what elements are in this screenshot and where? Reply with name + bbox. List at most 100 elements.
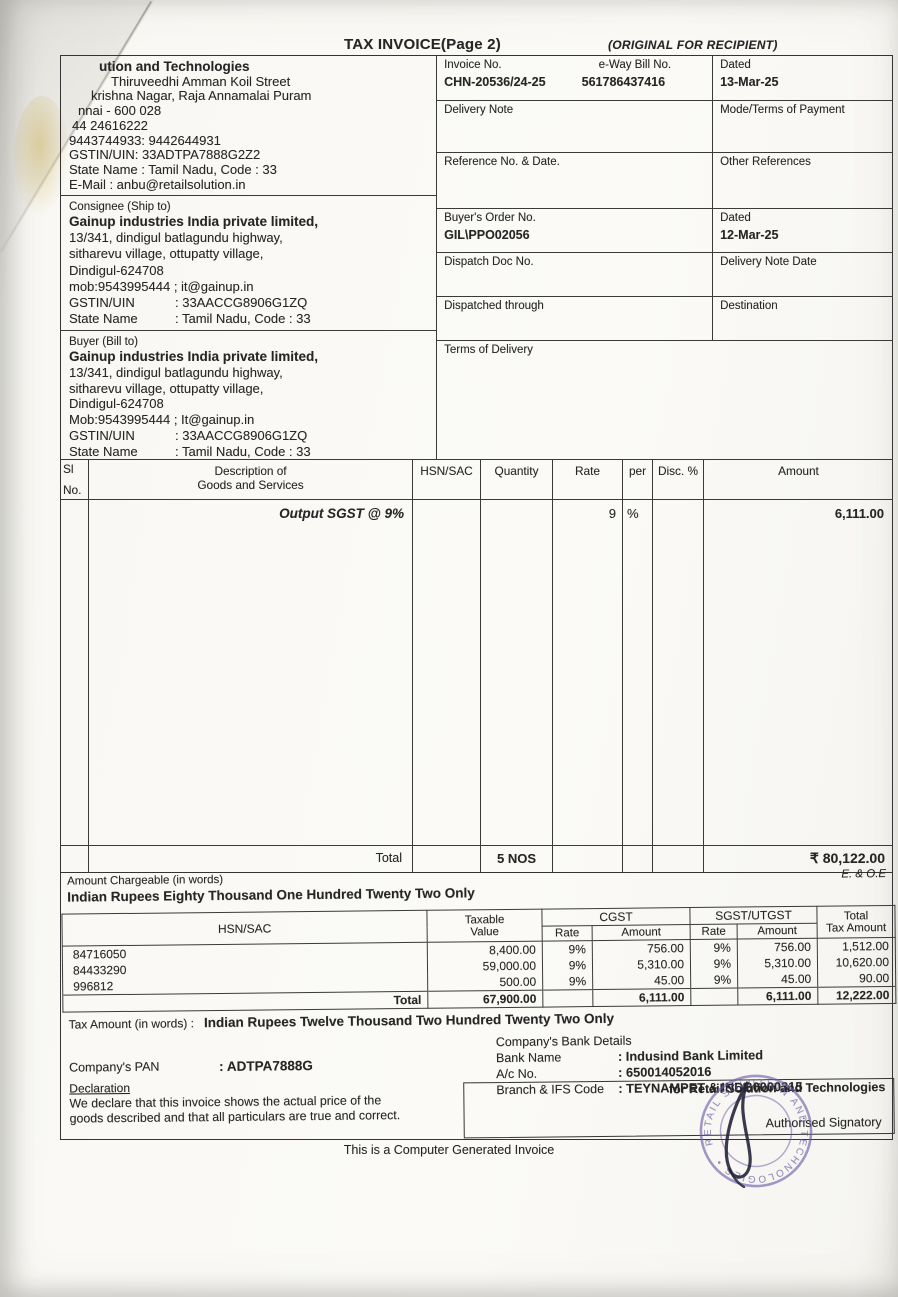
eway-bill-label: e-Way Bill No.: [598, 59, 672, 71]
consignee-contact: mob:9543995444 ; it@gainup.in: [69, 278, 254, 294]
item-description: Output SGST @ 9%: [89, 500, 413, 534]
company-pan-label: Company's PAN: [68, 1059, 160, 1075]
seller-address-line: krishna Nagar, Raja Annamalai Puram: [91, 88, 312, 104]
consignee-gstin-label: GSTIN/UIN: [69, 295, 135, 311]
buyer-name: Gainup industries India private limited,: [69, 349, 319, 364]
tax-col-hsn: HSN/SAC: [61, 910, 428, 947]
tax-col-total: Total: [843, 909, 869, 922]
sgst-amount-header: Amount: [737, 923, 818, 940]
bank-name-label: Bank Name: [495, 1050, 562, 1066]
account-no-label: A/c No.: [496, 1066, 538, 1082]
col-no: No.: [63, 483, 82, 497]
buyers-order-label: Buyer's Order No.: [444, 212, 536, 224]
tax-summary-table: HSN/SAC Taxable Value CGST SGST/UTGST Tot…: [61, 905, 896, 1013]
company-round-stamp-icon: RETAIL SOLUTION AND TECHNOLOGIES •: [682, 1057, 831, 1206]
seller-email: E-Mail : anbu@retailsolution.in: [69, 176, 246, 192]
other-references-label: Other References: [720, 156, 811, 168]
buyer-address-line: 13/341, dindigul batlagundu highway,: [69, 364, 283, 380]
company-pan-value: : ADTPA7888G: [218, 1058, 313, 1074]
top-section: ution and Technologies Thiruveedhi Amman…: [61, 56, 892, 459]
dated-value: 13-Mar-25: [720, 75, 779, 89]
col-disc: Disc. %: [653, 460, 704, 500]
buyer-address-line: Dindigul-624708: [69, 396, 164, 412]
items-total-quantity: 5 NOS: [481, 845, 553, 872]
terms-of-delivery-label: Terms of Delivery: [444, 344, 533, 356]
dated-label: Dated: [720, 59, 751, 71]
reference-label: Reference No. & Date.: [444, 156, 560, 168]
cgst-rate-header: Rate: [542, 925, 593, 942]
tax-words-value: Indian Rupees Twelve Thousand Two Hundre…: [203, 1010, 615, 1031]
col-rate: Rate: [553, 460, 623, 500]
dispatched-through-label: Dispatched through: [444, 300, 544, 312]
cgst-amount-header: Amount: [592, 924, 691, 941]
signature-mark-icon: [714, 1078, 772, 1189]
consignee-state: : Tamil Nadu, Code : 33: [175, 311, 311, 327]
tax-col-taxable: Taxable: [464, 913, 505, 926]
col-sl: Sl: [63, 462, 74, 476]
order-dated-value: 12-Mar-25: [720, 228, 779, 242]
tax-col-sgst: SGST/UTGST: [689, 906, 818, 925]
consignee-gstin: : 33AACCG8906G1ZQ: [175, 295, 308, 311]
consignee-address-line: sitharevu village, ottupatty village,: [69, 246, 264, 262]
col-hsn: HSN/SAC: [413, 460, 481, 500]
buyer-gstin: : 33AACCG8906G1ZQ: [175, 427, 308, 443]
declaration-text: We declare that this invoice shows the a…: [69, 1093, 401, 1126]
destination-label: Destination: [720, 300, 778, 312]
delivery-note-label: Delivery Note: [444, 104, 514, 116]
bank-name-value: : Indusind Bank Limited: [617, 1047, 764, 1064]
invoice-no-value: CHN-20536/24-25: [444, 75, 546, 89]
seller-state: State Name : Tamil Nadu, Code : 33: [69, 161, 277, 177]
consignee-block: Consignee (Ship to) Gainup industries In…: [61, 196, 437, 331]
buyers-order-value: GIL\PPO02056: [444, 228, 530, 242]
seller-mobile: 9443744933: 9442644931: [69, 132, 221, 148]
item-rate: 9: [553, 500, 623, 534]
page-title: TAX INVOICE(Page 2): [344, 36, 501, 53]
buyer-contact: Mob:9543995444 ; It@gainup.in: [69, 412, 255, 428]
col-per: per: [623, 460, 653, 500]
account-no-value: : 650014052016: [618, 1063, 712, 1080]
invoice-details-grid: Invoice No. e-Way Bill No. CHN-20536/24-2…: [437, 56, 892, 459]
pan-declaration-block: Company's PAN: ADTPA7888G Declaration We…: [63, 1033, 441, 1143]
tax-col-cgst: CGST: [541, 907, 691, 927]
seller-phone: 44 24616222: [72, 117, 148, 133]
payment-terms-label: Mode/Terms of Payment: [720, 104, 845, 116]
eway-bill-value: 561786437416: [581, 75, 666, 89]
buyer-state-label: State Name: [69, 443, 138, 459]
seller-block: ution and Technologies Thiruveedhi Amman…: [61, 56, 437, 196]
parties-column: ution and Technologies Thiruveedhi Amman…: [61, 56, 438, 459]
order-dated-label: Dated: [720, 212, 751, 224]
consignee-section-label: Consignee (Ship to): [69, 201, 171, 213]
dispatch-doc-label: Dispatch Doc No.: [444, 256, 534, 268]
consignee-address-line: 13/341, dindigul batlagundu highway,: [69, 230, 283, 246]
bank-signature-block: Company's Bank Details Bank Name: Indusi…: [440, 1028, 895, 1139]
col-amount: Amount: [704, 460, 893, 500]
buyer-section-label: Buyer (Bill to): [69, 336, 139, 348]
item-per: %: [623, 500, 653, 534]
seller-address-line: nnai - 600 028: [78, 103, 162, 119]
computer-generated-note: This is a Computer Generated Invoice: [343, 1143, 555, 1157]
seller-name: ution and Technologies: [99, 59, 250, 74]
consignee-name: Gainup industries India private limited,: [69, 214, 319, 229]
seller-address-line: Thiruveedhi Amman Koil Street: [111, 73, 291, 89]
col-description: Description of: [214, 464, 287, 478]
signatory-box: for Retail Solution and Technologies Aut…: [463, 1077, 895, 1139]
items-table: Sl No. Description of Goods and Services H…: [61, 459, 893, 873]
buyer-gstin-label: GSTIN/UIN: [69, 427, 135, 443]
buyer-address-line: sitharevu village, ottupatty village,: [69, 380, 264, 396]
buyer-state: : Tamil Nadu, Code : 33: [175, 443, 311, 459]
sgst-rate-header: Rate: [690, 924, 738, 940]
consignee-state-label: State Name: [69, 311, 138, 327]
delivery-note-date-label: Delivery Note Date: [720, 256, 817, 268]
col-quantity: Quantity: [481, 460, 553, 500]
seller-gstin: GSTIN/UIN: 33ADTPA7888G2Z2: [69, 147, 261, 163]
invoice-border-box: ution and Technologies Thiruveedhi Amman…: [60, 55, 896, 1143]
items-total-label: Total: [89, 845, 413, 872]
consignee-address-line: Dindigul-624708: [69, 262, 164, 278]
item-amount: 6,111.00: [834, 506, 884, 521]
buyer-block: Buyer (Bill to) Gainup industries India …: [61, 331, 436, 459]
tax-words-label: Tax Amount (in words) :: [68, 1016, 195, 1032]
copy-type-label: (ORIGINAL FOR RECIPIENT): [608, 38, 778, 52]
items-total-amount: ₹ 80,122.00: [704, 845, 893, 872]
invoice-no-label: Invoice No.: [444, 59, 502, 71]
